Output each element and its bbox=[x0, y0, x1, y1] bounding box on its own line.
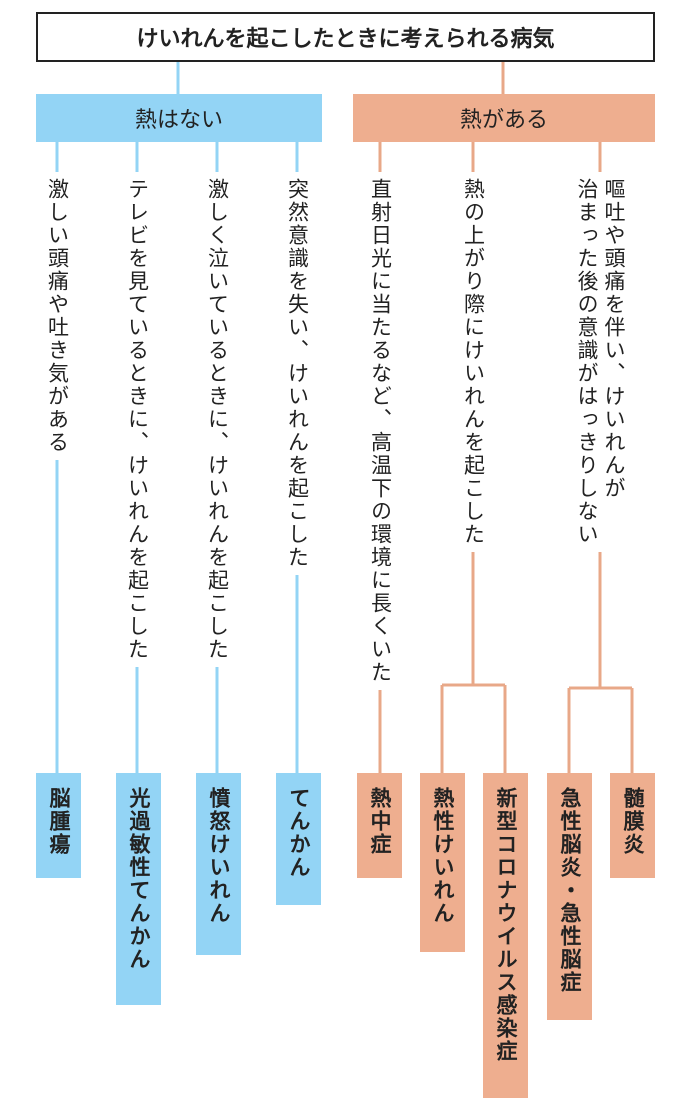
group-header: 熱がある bbox=[353, 94, 655, 142]
condition-line: 激しく泣いているときに、けいれんを起こした bbox=[205, 178, 230, 661]
condition-text: 激しく泣いているときに、けいれんを起こした bbox=[203, 172, 231, 667]
condition-line: 突然意識を失い、けいれんを起こした bbox=[285, 178, 310, 569]
condition-line: 激しい頭痛や吐き気がある bbox=[45, 178, 70, 454]
condition-line: 治まった後の意識がはっきりしない bbox=[575, 178, 599, 546]
result-box: 熱性けいれん bbox=[420, 773, 465, 952]
group-header: 熱はない bbox=[36, 94, 322, 142]
condition-text: テレビを見ているときに、けいれんを起こした bbox=[123, 172, 151, 667]
condition-line: 直射日光に当たるなど、高温下の環境に長くいた bbox=[368, 178, 393, 684]
condition-line: 嘔吐や頭痛を伴い、けいれんが bbox=[602, 178, 626, 500]
result-box: 光過敏性てんかん bbox=[116, 773, 161, 1005]
result-box: 熱中症 bbox=[357, 773, 402, 878]
result-box: 憤怒けいれん bbox=[196, 773, 241, 955]
condition-text: 嘔吐や頭痛を伴い、けいれんが 治まった後の意識がはっきりしない bbox=[573, 172, 627, 552]
condition-line: テレビを見ているときに、けいれんを起こした bbox=[125, 178, 150, 661]
result-box: 新型コロナウイルス感染症 bbox=[483, 773, 528, 1098]
condition-text: 熱の上がり際にけいれんを起こした bbox=[459, 172, 487, 552]
result-box: 髄膜炎 bbox=[610, 773, 655, 878]
condition-text: 激しい頭痛や吐き気がある bbox=[43, 172, 71, 460]
result-box: 脳腫瘍 bbox=[36, 773, 81, 878]
root-title: けいれんを起こしたときに考えられる病気 bbox=[36, 12, 655, 62]
result-box: 急性脳炎・急性脳症 bbox=[547, 773, 592, 1020]
condition-text: 突然意識を失い、けいれんを起こした bbox=[283, 172, 311, 575]
condition-text: 直射日光に当たるなど、高温下の環境に長くいた bbox=[366, 172, 394, 690]
result-box: てんかん bbox=[276, 773, 321, 905]
condition-line: 熱の上がり際にけいれんを起こした bbox=[461, 178, 486, 546]
